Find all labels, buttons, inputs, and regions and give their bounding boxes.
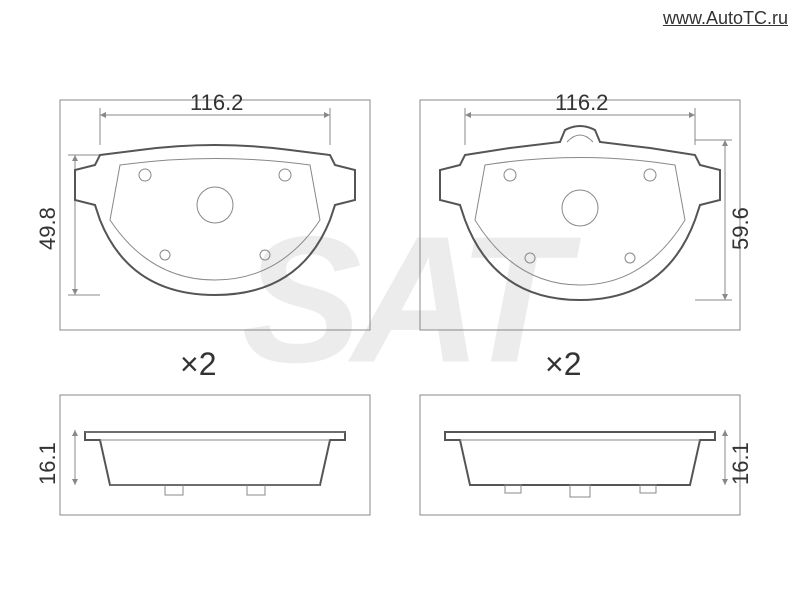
left-qty-label: ×2: [180, 346, 216, 382]
right-height-dim: 59.6: [728, 207, 753, 250]
right-pad-side: 16.1: [420, 395, 753, 515]
left-pad-side: 16.1: [35, 395, 370, 515]
right-thickness-dim: 16.1: [728, 442, 753, 485]
left-thickness-dim: 16.1: [35, 442, 60, 485]
left-width-dim: 116.2: [190, 90, 243, 115]
technical-drawing: 116.2 49.8 ×2 16.1: [0, 0, 800, 600]
right-pad-front: 116.2 59.6: [420, 90, 753, 330]
drawing-canvas: SAT www.AutoTC.ru 116.2 49.8: [0, 0, 800, 600]
right-width-dim: 116.2: [555, 90, 608, 115]
right-qty-label: ×2: [545, 346, 581, 382]
left-pad-front: 116.2 49.8: [35, 90, 370, 330]
left-height-dim: 49.8: [35, 207, 60, 250]
